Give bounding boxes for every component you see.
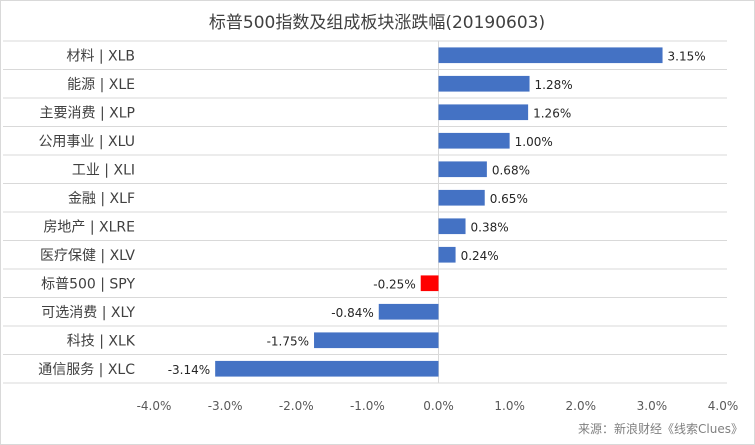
- category-label: 公用事业 | XLU: [38, 134, 135, 150]
- data-label: 1.26%: [533, 106, 571, 120]
- data-label: -0.25%: [373, 277, 415, 291]
- category-label: 房地产 | XLRE: [43, 219, 135, 235]
- data-label: 1.00%: [515, 135, 553, 149]
- data-label: 3.15%: [668, 49, 706, 63]
- category-label: 标普500 | SPY: [41, 276, 135, 292]
- x-tick-label: 1.0%: [494, 399, 525, 413]
- x-tick-label: 3.0%: [637, 399, 668, 413]
- bar: [420, 275, 439, 292]
- data-label: 0.65%: [490, 192, 528, 206]
- bar: [438, 246, 456, 263]
- data-label: -1.75%: [267, 334, 309, 348]
- x-axis-ticks: -4.0% -3.0% -2.0% -1.0% 0.0% 1.0% 2.0% 3.0% 4.0%: [137, 399, 739, 413]
- category-label: 科技 | XLK: [67, 333, 136, 349]
- data-label: 1.28%: [535, 78, 573, 92]
- x-tick-label: -2.0%: [279, 399, 314, 413]
- category-label: 可选消费 | XLY: [41, 305, 135, 321]
- bar: [438, 132, 510, 149]
- data-label: -0.84%: [331, 306, 373, 320]
- bar: [378, 303, 439, 320]
- data-label: 0.24%: [461, 249, 499, 263]
- category-label: 材料 | XLB: [66, 48, 135, 64]
- x-tick-label: 2.0%: [566, 399, 597, 413]
- x-tick-label: 0.0%: [423, 399, 454, 413]
- x-tick-label: -3.0%: [208, 399, 243, 413]
- bar: [438, 47, 663, 64]
- grid-lines: [3, 40, 727, 384]
- bars: [215, 47, 663, 377]
- data-label: 0.38%: [471, 220, 509, 234]
- source-note: 来源：新浪财经《线索Clues》: [578, 421, 743, 436]
- category-label: 工业 | XLI: [72, 162, 135, 178]
- bar: [215, 360, 439, 377]
- bar: [438, 104, 529, 121]
- category-labels: 材料 | XLB 能源 | XLE 主要消费 | XLP 公用事业 | XLU 工业 |…: [38, 48, 136, 378]
- chart-title: 标普500指数及组成板块涨跌幅(20190603): [209, 13, 545, 33]
- data-label: 0.68%: [492, 163, 530, 177]
- category-label: 医疗保健 | XLV: [40, 248, 135, 264]
- bar: [438, 218, 466, 235]
- category-label: 金融 | XLF: [68, 191, 135, 207]
- x-tick-label: -4.0%: [137, 399, 172, 413]
- bar: [314, 332, 439, 349]
- category-label: 能源 | XLE: [67, 77, 135, 93]
- bar: [438, 189, 485, 206]
- data-label: -3.14%: [168, 363, 210, 377]
- data-labels: 3.15% 1.28% 1.26% 1.00% 0.68% 0.65% 0.38% 0.24%…: [168, 49, 706, 377]
- x-tick-label: 4.0%: [708, 399, 739, 413]
- category-label: 通信服务 | XLC: [38, 362, 135, 378]
- category-label: 主要消费 | XLP: [40, 105, 135, 121]
- bar: [438, 75, 530, 92]
- x-tick-label: -1.0%: [350, 399, 385, 413]
- bar: [438, 161, 487, 178]
